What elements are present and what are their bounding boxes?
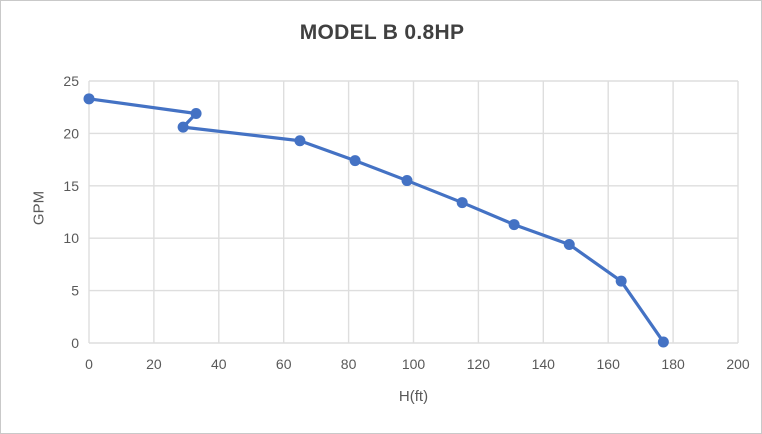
data-point-marker bbox=[294, 135, 306, 147]
y-tick-label: 0 bbox=[71, 335, 79, 351]
data-point-marker bbox=[615, 275, 627, 287]
data-point-marker bbox=[563, 238, 575, 250]
x-tick-label: 20 bbox=[146, 356, 162, 372]
chart-title: MODEL B 0.8HP bbox=[299, 21, 465, 44]
y-tick-label: 20 bbox=[63, 125, 79, 141]
x-tick-label: 100 bbox=[402, 356, 426, 372]
x-tick-label: 60 bbox=[276, 356, 292, 372]
data-point-marker bbox=[657, 336, 669, 348]
series-line bbox=[87, 97, 665, 344]
x-axis-title: H(ft) bbox=[398, 388, 429, 405]
data-point-marker bbox=[456, 197, 468, 209]
data-point-marker bbox=[401, 175, 413, 187]
x-tick-label: 80 bbox=[341, 356, 357, 372]
y-tick-label: 5 bbox=[71, 283, 79, 299]
y-tick-label: 10 bbox=[63, 230, 79, 246]
y-tick-label: 15 bbox=[63, 178, 79, 194]
data-point-marker bbox=[508, 219, 520, 231]
x-tick-label: 180 bbox=[661, 356, 685, 372]
x-tick-label: 120 bbox=[467, 356, 491, 372]
y-tick-label: 25 bbox=[63, 73, 79, 89]
data-point-marker bbox=[177, 121, 189, 133]
data-point-marker bbox=[349, 155, 361, 167]
data-point-marker bbox=[83, 93, 95, 105]
x-tick-label: 160 bbox=[597, 356, 621, 372]
x-tick-label: 0 bbox=[85, 356, 93, 372]
x-tick-label: 140 bbox=[532, 356, 556, 372]
x-tick-label: 200 bbox=[726, 356, 750, 372]
data-point-marker bbox=[190, 107, 202, 119]
x-tick-label: 40 bbox=[211, 356, 227, 372]
